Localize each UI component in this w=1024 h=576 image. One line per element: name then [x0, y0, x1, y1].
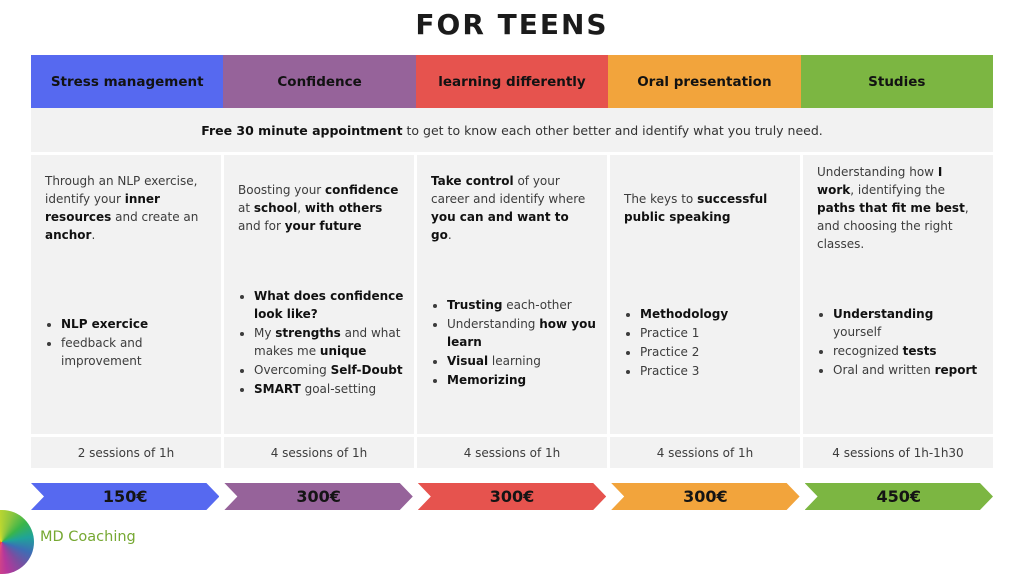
- sessions-studies: 4 sessions of 1h-1h30: [803, 437, 993, 468]
- price-label: 150€: [102, 487, 148, 506]
- bullet-item: feedback and improvement: [61, 334, 211, 370]
- price-arrow-learning-differently: 300€: [418, 483, 606, 510]
- bullet-item: What does confidence look like?: [254, 287, 404, 323]
- program-bullets-row: NLP exercicefeedback and improvement Wha…: [31, 250, 993, 434]
- brand-name: MD Coaching: [40, 529, 136, 545]
- offers-table: Stress management Confidence learning di…: [31, 55, 993, 468]
- bullet-item: Methodology: [640, 305, 728, 323]
- description-oral-presentation: The keys to successful public speaking: [610, 155, 800, 261]
- bullet-item: Understanding how you learn: [447, 315, 597, 351]
- bullet-item: SMART goal-setting: [254, 380, 404, 398]
- sessions-row: 2 sessions of 1h 4 sessions of 1h 4 sess…: [31, 437, 993, 468]
- header-confidence: Confidence: [223, 55, 416, 108]
- bullet-list: MethodologyPractice 1Practice 2Practice …: [624, 304, 728, 381]
- bullet-item: Overcoming Self-Doubt: [254, 361, 404, 379]
- description-text: Boosting your confidence at school, with…: [238, 183, 399, 233]
- bullets-studies: Understanding yourselfrecognized testsOr…: [803, 250, 993, 434]
- header-oral-presentation: Oral presentation: [608, 55, 801, 108]
- bullet-item: NLP exercice: [61, 315, 211, 333]
- price-arrow-studies: 450€: [805, 483, 993, 510]
- bullet-item: Oral and written report: [833, 361, 983, 379]
- sessions-learning-differently: 4 sessions of 1h: [417, 437, 607, 468]
- bullets-oral-presentation: MethodologyPractice 1Practice 2Practice …: [610, 250, 800, 434]
- bullet-item: Practice 2: [640, 343, 728, 361]
- bullet-list: Understanding yourselfrecognized testsOr…: [817, 304, 983, 380]
- bullets-confidence: What does confidence look like?My streng…: [224, 250, 414, 434]
- header-learning-differently: learning differently: [415, 55, 609, 108]
- brand-footer: MD Coaching: [0, 505, 220, 576]
- page-title: FOR TEENS: [415, 8, 609, 41]
- price-label: 300€: [683, 487, 728, 506]
- free-appointment-banner: Free 30 minute appointment to get to kno…: [31, 108, 993, 152]
- description-text: Understanding how I work, identifying th…: [817, 165, 969, 251]
- description-confidence: Boosting your confidence at school, with…: [224, 155, 414, 261]
- header-stress-management: Stress management: [31, 55, 224, 108]
- price-label: 300€: [489, 487, 535, 506]
- free-appointment-text: Free 30 minute appointment to get to kno…: [201, 122, 823, 138]
- description-learning-differently: Take control of your career and identify…: [417, 155, 607, 261]
- description-text: Through an NLP exercise, identify your i…: [45, 174, 199, 242]
- bullet-item: Practice 3: [640, 362, 728, 380]
- price-arrow-confidence: 300€: [224, 483, 412, 510]
- price-label: 300€: [296, 487, 341, 506]
- price-arrow-oral-presentation: 300€: [611, 483, 799, 510]
- description-row: Through an NLP exercise, identify your i…: [31, 155, 993, 261]
- price-arrow-band: 150€ 300€ 300€ 300€ 450€: [31, 483, 993, 510]
- flower-logo-icon: [0, 510, 34, 574]
- bullet-item: Practice 1: [640, 324, 728, 342]
- bullet-item: Understanding yourself: [833, 305, 983, 341]
- bullet-item: Memorizing: [447, 371, 597, 389]
- description-text: The keys to successful public speaking: [624, 192, 768, 224]
- bullets-learning-differently: Trusting each-otherUnderstanding how you…: [417, 250, 607, 434]
- header-studies: Studies: [800, 55, 993, 108]
- price-arrow-stress-management: 150€: [31, 483, 219, 510]
- description-stress-management: Through an NLP exercise, identify your i…: [31, 155, 221, 261]
- category-header-row: Stress management Confidence learning di…: [31, 55, 993, 108]
- description-text: Take control of your career and identify…: [431, 174, 586, 242]
- sessions-oral-presentation: 4 sessions of 1h: [610, 437, 800, 468]
- bullet-item: Trusting each-other: [447, 296, 597, 314]
- bullet-item: recognized tests: [833, 342, 983, 360]
- price-label: 450€: [876, 487, 922, 506]
- bullet-item: Visual learning: [447, 352, 597, 370]
- bullet-list: NLP exercicefeedback and improvement: [45, 314, 211, 371]
- bullet-list: Trusting each-otherUnderstanding how you…: [431, 295, 597, 390]
- sessions-confidence: 4 sessions of 1h: [224, 437, 414, 468]
- bullets-stress-management: NLP exercicefeedback and improvement: [31, 250, 221, 434]
- bullet-item: My strengths and what makes me unique: [254, 324, 404, 360]
- bullet-list: What does confidence look like?My streng…: [238, 286, 404, 399]
- description-studies: Understanding how I work, identifying th…: [803, 155, 993, 261]
- sessions-stress-management: 2 sessions of 1h: [31, 437, 221, 468]
